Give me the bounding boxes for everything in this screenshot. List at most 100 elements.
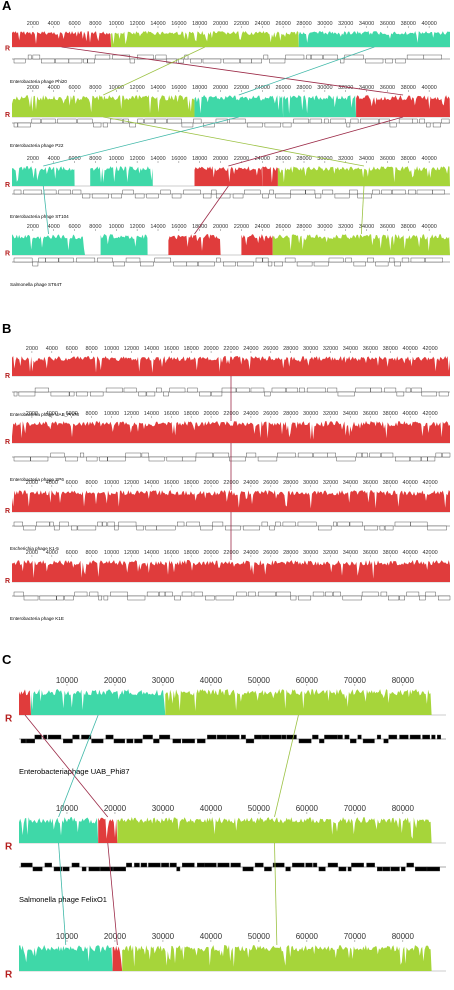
gene-box [324,118,329,124]
reverse-toggle-icon[interactable]: R [5,439,10,446]
gene-box [242,525,260,531]
gene-box [406,54,424,60]
gene-box [203,122,215,128]
gene-box [27,54,32,60]
tick-label: 24000 [255,21,270,27]
gene-box [432,122,441,128]
tick-label: 8000 [89,21,101,27]
reverse-toggle-icon[interactable]: R [5,250,10,257]
gene-box [187,387,198,393]
tick-label: 10000 [104,480,119,486]
tick-label: 28000 [296,156,311,162]
gene-box [396,391,405,397]
gene-box [333,591,341,597]
reverse-toggle-icon[interactable]: R [5,578,10,585]
tick-label: 32000 [338,21,353,27]
reverse-toggle-icon[interactable]: R [5,841,13,852]
gene-box [318,866,326,872]
gene-box [49,521,54,527]
reverse-toggle-icon[interactable]: R [5,713,13,724]
tick-label: 22000 [234,156,249,162]
tick-label: 12000 [129,224,144,230]
gene-box [99,456,108,462]
tick-label: 18000 [184,346,199,352]
gene-box [146,591,159,597]
tick-label: 6000 [68,21,80,27]
gene-box [77,525,97,531]
genome-name-label: Enterobacteria phage K1E [10,616,64,621]
tick-label: 6000 [66,346,78,352]
panel-b: B 2000 4000 6000 8000 10000 12000 14000 16000 180… [2,321,451,621]
tick-label: 16000 [164,411,179,417]
gene-box [298,738,312,744]
gene-box [309,118,322,124]
gene-box [370,387,382,393]
genome-name-label: Enterobacteria phage UAB_Phi78 [10,412,79,417]
reverse-toggle-icon[interactable]: R [5,182,10,189]
gene-box [380,591,388,597]
tick-label: 20000 [104,804,127,813]
gene-box [232,193,244,199]
gene-box [286,734,297,740]
reverse-toggle-icon[interactable]: R [5,373,10,380]
gene-box [267,261,273,267]
reverse-toggle-icon[interactable]: R [5,508,10,515]
gene-box [17,122,31,128]
lcb-block-red [194,166,263,186]
tick-label: 24000 [255,156,270,162]
gene-box [183,189,201,195]
tick-label: 32000 [338,156,353,162]
gene-box [241,734,246,740]
reverse-toggle-icon[interactable]: R [5,969,13,980]
genome-track: R Enterobacteriaphage UAB_Phi87 [5,689,446,776]
tick-label: 38000 [401,224,416,230]
reverse-toggle-icon[interactable]: R [5,112,10,119]
gene-box [204,862,217,868]
gene-box [401,257,410,263]
gene-box [215,595,234,601]
gene-box [392,189,406,195]
gene-box [360,118,379,124]
gene-box [255,257,263,263]
gene-box [382,866,391,872]
gene-box [388,734,398,740]
gene-box [43,734,48,740]
gene-box [45,257,59,263]
tick-label: 12000 [124,411,139,417]
gene-box [217,862,230,868]
gene-box [173,261,187,267]
tick-label: 30000 [317,224,332,230]
gene-box [315,193,322,199]
tick-label: 30000 [317,21,332,27]
genome-name-label: Enterobacteria phage SP6 [10,477,64,482]
tick-label: 10000 [104,411,119,417]
gene-box [432,189,445,195]
lcb-block-green [165,689,432,715]
gene-box [47,734,62,740]
gene-box [323,54,338,60]
gene-box [246,452,257,458]
tick-label: 36000 [380,224,395,230]
gene-box [349,189,358,195]
gene-box [154,257,171,263]
gene-box [423,54,443,60]
panel-a: A 2000 4000 6000 8000 10000 12000 14000 16000 180… [2,0,450,287]
homology-connector [274,714,299,818]
gene-box [184,54,189,60]
gene-box [269,734,282,740]
gene-box [146,391,156,397]
gene-box [30,456,49,462]
tick-label: 28000 [283,411,298,417]
gene-box [362,738,375,744]
gene-box [318,525,332,531]
gene-box [82,193,91,199]
tick-label: 30000 [303,411,318,417]
reverse-toggle-icon[interactable]: R [5,45,10,52]
tick-label: 38000 [383,550,398,556]
gene-box [416,189,433,195]
tick-label: 32000 [323,411,338,417]
tick-label: 40000 [421,85,436,91]
tick-label: 2000 [26,411,38,417]
lcb-block-teal [31,689,166,715]
gene-box [338,866,347,872]
